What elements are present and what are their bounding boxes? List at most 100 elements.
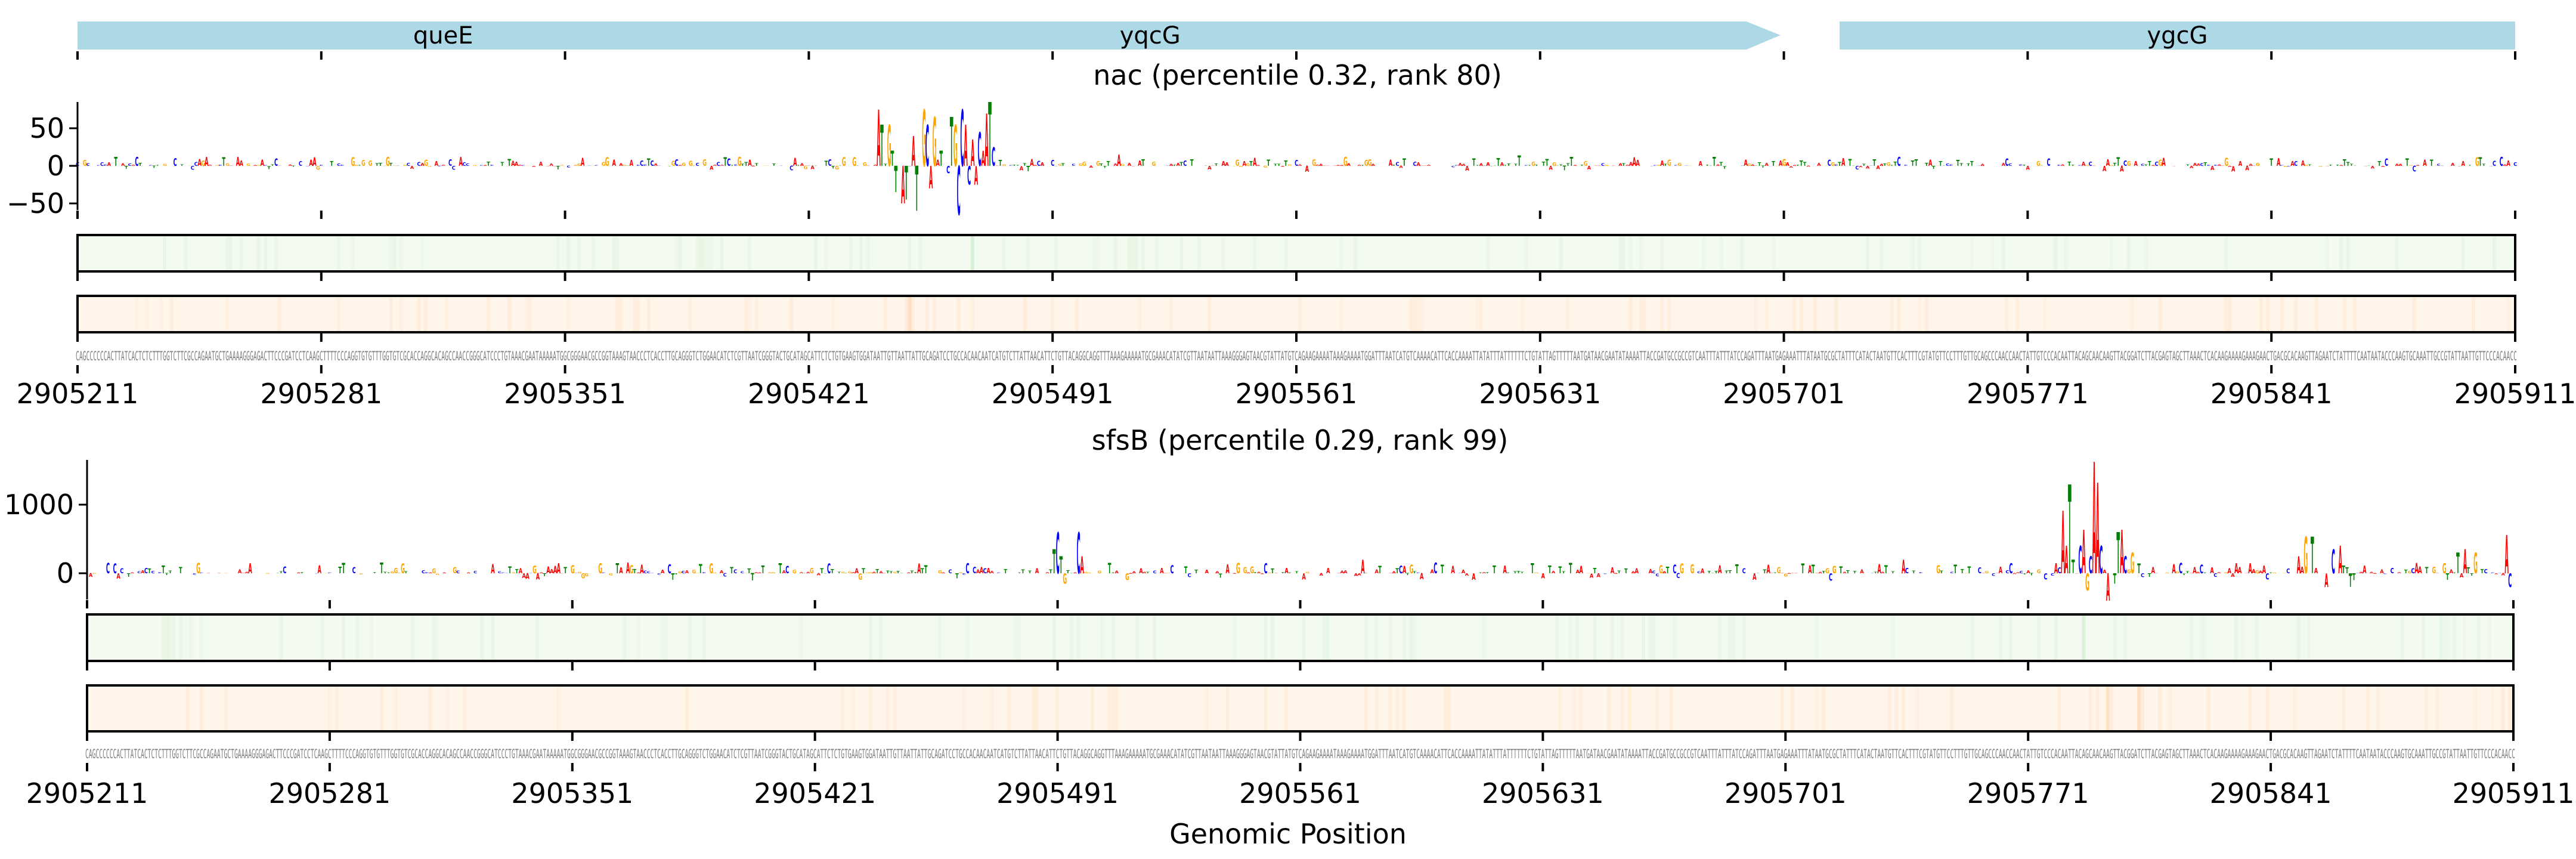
- logo-letter: A: [491, 561, 495, 576]
- green-track-stripe: [172, 614, 176, 661]
- logo-letter: T: [292, 166, 296, 168]
- logo-letter: A: [2339, 165, 2343, 166]
- logo-letter: C: [422, 570, 425, 574]
- y-tick-label: 0: [47, 150, 64, 182]
- logo-letter: A: [2082, 518, 2085, 588]
- orange-track-stripe: [1621, 685, 1625, 731]
- logo-letter: T: [1960, 162, 1964, 166]
- green-track-stripe: [239, 235, 243, 271]
- logo-letter: G: [2085, 165, 2089, 166]
- logo-letter: A: [630, 159, 634, 168]
- green-track-stripe: [2054, 235, 2058, 271]
- logo-letter: T: [1190, 157, 1194, 168]
- x-tick-label: 2905701: [1723, 378, 1845, 410]
- logo-letter: C: [193, 573, 197, 576]
- green-track-stripe: [868, 614, 872, 661]
- logo-letter: G: [1250, 564, 1254, 576]
- logo-letter: A: [873, 165, 877, 166]
- logo-letter: C: [264, 165, 267, 166]
- logo-letter: T: [1720, 161, 1723, 167]
- logo-letter: T: [884, 163, 887, 166]
- logo-letter: A: [2398, 163, 2403, 166]
- logo-letter: A: [1033, 165, 1038, 166]
- logo-letter: T: [1932, 165, 1936, 170]
- logo-letter: T: [2144, 164, 2148, 167]
- logo-letter: T: [1472, 157, 1476, 169]
- logo-letter: C: [733, 568, 737, 574]
- logo-letter: T: [2405, 157, 2409, 169]
- logo-letter: T: [2479, 156, 2482, 169]
- logo-letter: A: [1541, 573, 1544, 580]
- logo-letter: A: [1597, 165, 1602, 166]
- logo-letter: G: [671, 160, 676, 168]
- logo-letter: G: [869, 572, 873, 574]
- orange-track-stripe: [1032, 685, 1035, 731]
- green-track-stripe: [369, 614, 373, 661]
- logo-letter: T: [271, 163, 274, 166]
- logo-letter: T: [699, 561, 702, 576]
- orange-track-stripe: [1388, 685, 1392, 731]
- logo-letter: G: [386, 155, 390, 169]
- logo-letter: A: [1427, 165, 1431, 166]
- logo-letter: C: [314, 573, 318, 574]
- green-track-stripe: [1052, 614, 1056, 661]
- logo-letter: G: [2409, 165, 2413, 166]
- logo-letter: T: [896, 570, 900, 574]
- logo-letter: T: [125, 165, 129, 170]
- logo-letter: A: [89, 572, 93, 578]
- green-track-stripe: [1815, 614, 1819, 661]
- logo-letter: G: [689, 160, 693, 168]
- logo-letter: A: [872, 571, 877, 574]
- logo-letter: G: [1534, 573, 1538, 574]
- green-track-stripe: [1135, 614, 1140, 661]
- green-track-stripe: [400, 235, 404, 271]
- orange-track-stripe: [636, 296, 640, 332]
- logo-letter: C: [86, 162, 90, 166]
- logo-letter: T: [156, 165, 160, 166]
- orange-track-stripe: [1169, 296, 1173, 332]
- logo-letter: T: [380, 561, 383, 577]
- logo-letter: A: [2064, 538, 2068, 582]
- orange-track-stripe: [1402, 685, 1406, 731]
- logo-letter: A: [236, 154, 240, 169]
- logo-letter: T: [1891, 571, 1895, 574]
- green-track-stripe: [1911, 235, 1915, 271]
- logo-letter: G: [2085, 569, 2089, 597]
- green-track-stripe: [1610, 614, 1614, 661]
- logo-letter: G: [571, 563, 575, 576]
- logo-letter: G: [1690, 563, 1694, 577]
- logo-letter: T: [1624, 568, 1628, 575]
- logo-letter: A: [2210, 165, 2215, 172]
- logo-letter: T: [1479, 572, 1483, 573]
- logo-letter: T: [1803, 162, 1807, 168]
- logo-letter: T: [730, 566, 733, 576]
- logo-letter: A: [1117, 152, 1121, 170]
- orange-track-highlight: [2106, 685, 2110, 731]
- logo-letter: T: [1049, 568, 1052, 574]
- logo-letter: G: [2127, 160, 2131, 168]
- logo-letter: T: [1939, 160, 1942, 168]
- logo-letter: A: [121, 162, 125, 167]
- orange-track-stripe: [1090, 685, 1094, 731]
- orange-track-stripe: [525, 296, 529, 332]
- logo-letter: A: [2252, 165, 2256, 166]
- logo-letter: A: [2234, 561, 2238, 577]
- logo-letter: A: [1462, 163, 1466, 166]
- logo-letter: C: [779, 165, 783, 166]
- green-track-stripe: [702, 235, 707, 271]
- green-track-stripe: [636, 614, 640, 661]
- logo-letter: G: [1125, 571, 1129, 582]
- orange-track-stripe: [327, 685, 332, 731]
- logo-letter: A: [1139, 568, 1143, 576]
- orange-track-stripe: [487, 296, 491, 332]
- green-track-stripe: [678, 235, 682, 271]
- green-track-stripe: [2109, 235, 2113, 271]
- logo-letter: A: [1660, 160, 1664, 168]
- logo-letter: A: [1482, 572, 1487, 574]
- orange-track-stripe: [135, 296, 139, 332]
- logo-letter: T: [1862, 163, 1866, 166]
- logo-letter: A: [751, 166, 756, 167]
- logo-letter: A: [1701, 568, 1705, 575]
- orange-track-stripe: [1447, 685, 1451, 731]
- logo-letter: A: [678, 165, 682, 166]
